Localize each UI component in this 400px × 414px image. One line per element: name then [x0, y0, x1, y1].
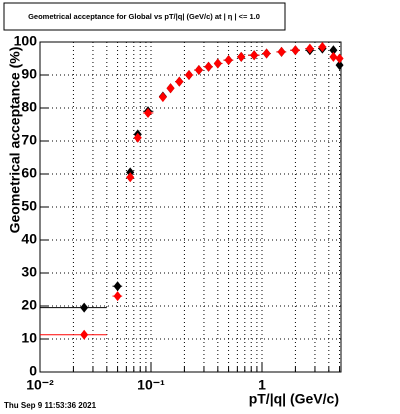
title-box [3, 2, 286, 31]
marker [166, 83, 175, 94]
marker [335, 53, 344, 64]
y-tick-label: 40 [21, 231, 37, 247]
marker [318, 41, 327, 52]
marker [250, 50, 259, 61]
marker [175, 76, 184, 87]
y-tick-label: 90 [21, 66, 37, 82]
marker [185, 70, 194, 80]
marker [213, 58, 222, 69]
marker [80, 302, 89, 313]
x-tick-label: 10⁻² [26, 377, 54, 393]
y-tick-label: 20 [21, 297, 37, 313]
x-tick-label: 10⁻¹ [137, 377, 165, 393]
y-tick-label: 10 [21, 330, 37, 346]
y-tick-label: 30 [21, 264, 37, 280]
marker [158, 92, 167, 103]
marker [262, 48, 271, 59]
marker [237, 51, 246, 62]
marker [291, 45, 300, 56]
footer: Thu Sep 9 11:53:36 2021 [4, 401, 97, 410]
plot-frame [39, 41, 342, 373]
marker [133, 132, 142, 143]
y-tick-label: 60 [21, 165, 37, 181]
marker [335, 60, 344, 71]
marker [113, 291, 122, 302]
marker [329, 51, 338, 62]
marker [277, 46, 286, 57]
marker [126, 172, 135, 183]
marker [224, 55, 233, 66]
y-tick-label: 100 [14, 33, 38, 49]
marker [144, 107, 153, 118]
y-axis-label: Geometrical acceptance (%) [7, 47, 23, 234]
marker [305, 43, 314, 54]
marker [204, 61, 213, 72]
marker [329, 45, 338, 56]
y-tick-label: 0 [29, 363, 37, 379]
y-tick-label: 80 [21, 99, 37, 115]
marker [113, 281, 122, 292]
x-axis-label: pT/|q| (GeV/c) [249, 391, 339, 407]
marker [80, 329, 89, 340]
chart-title: Geometrical acceptance for Global vs pT/… [28, 12, 260, 21]
x-tick-label: 1 [258, 377, 266, 393]
y-tick-label: 50 [21, 198, 37, 214]
y-tick-label: 70 [21, 132, 37, 148]
marker [194, 65, 203, 76]
